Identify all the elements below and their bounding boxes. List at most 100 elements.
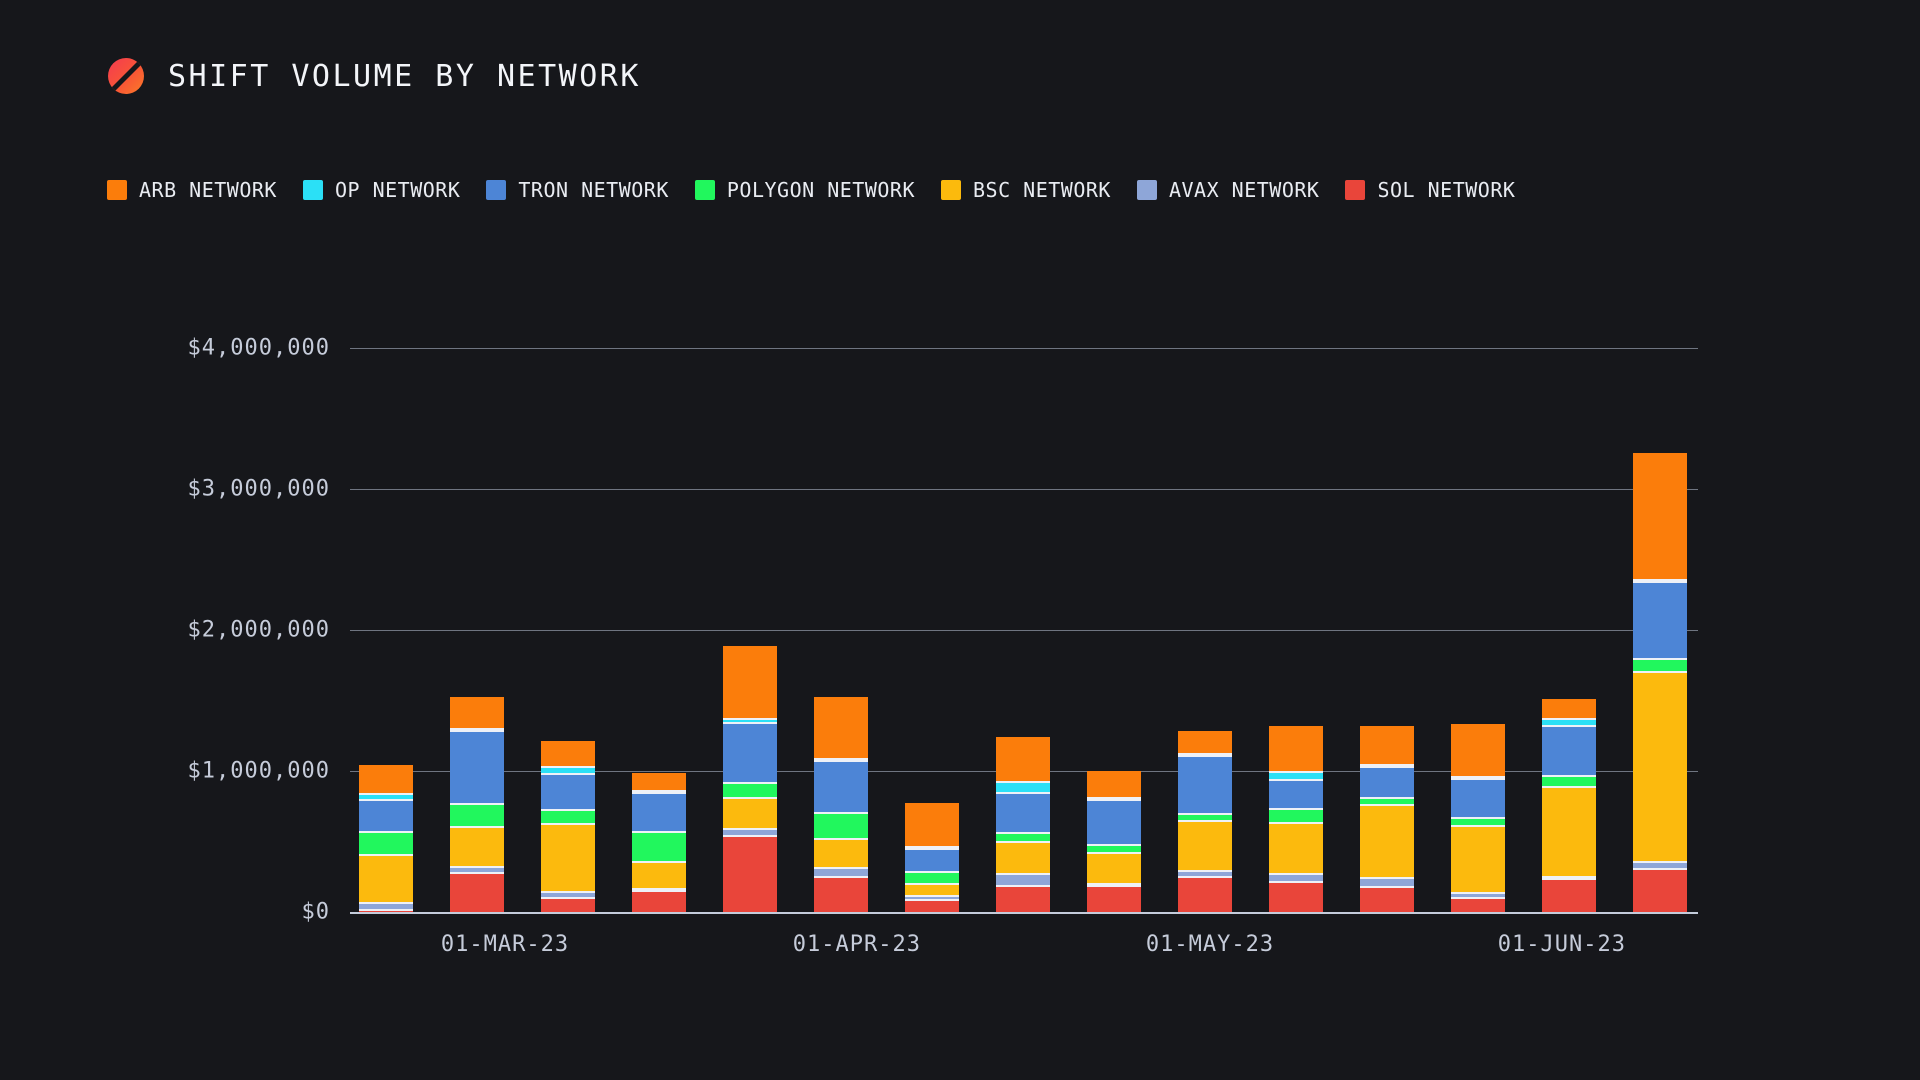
bar-segment-sol-network[interactable] bbox=[1360, 888, 1415, 912]
bar-segment-avax-network[interactable] bbox=[996, 875, 1051, 888]
bar-segment-bsc-network[interactable] bbox=[449, 828, 504, 869]
stacked-bar-4[interactable] bbox=[631, 772, 686, 912]
bar-segment-tron-network[interactable] bbox=[1360, 768, 1415, 800]
legend-item-arb-network[interactable]: ARB NETWORK bbox=[107, 178, 277, 202]
bar-segment-op-network[interactable] bbox=[358, 795, 413, 801]
bar-segment-avax-network[interactable] bbox=[1087, 885, 1142, 888]
bar-segment-op-network[interactable] bbox=[813, 759, 868, 762]
stacked-bar-5[interactable] bbox=[722, 645, 777, 912]
stacked-bar-12[interactable] bbox=[1360, 726, 1415, 912]
bar-segment-arb-network[interactable] bbox=[358, 764, 413, 796]
legend-item-sol-network[interactable]: SOL NETWORK bbox=[1345, 178, 1515, 202]
bar-segment-polygon-network[interactable] bbox=[1269, 809, 1324, 824]
bar-segment-op-network[interactable] bbox=[905, 847, 960, 850]
bar-segment-sol-network[interactable] bbox=[631, 892, 686, 912]
bar-segment-op-network[interactable] bbox=[449, 729, 504, 732]
legend-item-tron-network[interactable]: TRON NETWORK bbox=[486, 178, 669, 202]
bar-segment-sol-network[interactable] bbox=[540, 898, 595, 912]
bar-segment-bsc-network[interactable] bbox=[631, 862, 686, 891]
bar-segment-op-network[interactable] bbox=[1633, 580, 1688, 583]
bar-segment-tron-network[interactable] bbox=[358, 800, 413, 834]
stacked-bar-3[interactable] bbox=[540, 740, 595, 912]
bar-segment-sol-network[interactable] bbox=[1633, 870, 1688, 912]
bar-segment-polygon-network[interactable] bbox=[631, 833, 686, 863]
bar-segment-bsc-network[interactable] bbox=[996, 842, 1051, 876]
bar-segment-arb-network[interactable] bbox=[540, 740, 595, 769]
bar-segment-sol-network[interactable] bbox=[1087, 887, 1142, 912]
bar-segment-op-network[interactable] bbox=[1087, 799, 1142, 802]
bar-segment-sol-network[interactable] bbox=[996, 887, 1051, 912]
bar-segment-bsc-network[interactable] bbox=[813, 840, 868, 870]
bar-segment-bsc-network[interactable] bbox=[1178, 821, 1233, 872]
bar-segment-bsc-network[interactable] bbox=[905, 885, 960, 898]
bar-segment-arb-network[interactable] bbox=[1178, 730, 1233, 755]
bar-segment-sol-network[interactable] bbox=[722, 837, 777, 912]
bar-segment-avax-network[interactable] bbox=[722, 830, 777, 838]
bar-segment-avax-network[interactable] bbox=[631, 890, 686, 893]
bar-segment-arb-network[interactable] bbox=[1451, 723, 1505, 778]
bar-segment-op-network[interactable] bbox=[722, 719, 777, 724]
bar-segment-polygon-network[interactable] bbox=[905, 872, 960, 886]
legend-item-op-network[interactable]: OP NETWORK bbox=[302, 178, 460, 202]
bar-segment-polygon-network[interactable] bbox=[1633, 659, 1688, 674]
bar-segment-tron-network[interactable] bbox=[631, 793, 686, 834]
stacked-bar-7[interactable] bbox=[905, 802, 960, 912]
bar-segment-polygon-network[interactable] bbox=[540, 811, 595, 826]
stacked-bar-8[interactable] bbox=[996, 737, 1051, 912]
bar-segment-avax-network[interactable] bbox=[449, 868, 504, 874]
stacked-bar-2[interactable] bbox=[449, 697, 504, 912]
stacked-bar-14[interactable] bbox=[1541, 699, 1596, 912]
bar-segment-arb-network[interactable] bbox=[1360, 726, 1415, 767]
bar-segment-op-network[interactable] bbox=[631, 791, 686, 794]
bar-segment-polygon-network[interactable] bbox=[358, 833, 413, 856]
stacked-bar-1[interactable] bbox=[358, 764, 413, 912]
bar-segment-avax-network[interactable] bbox=[1541, 878, 1596, 881]
bar-segment-arb-network[interactable] bbox=[905, 802, 960, 848]
bar-segment-polygon-network[interactable] bbox=[722, 783, 777, 800]
bar-segment-polygon-network[interactable] bbox=[996, 834, 1051, 843]
bar-segment-arb-network[interactable] bbox=[996, 737, 1051, 784]
bar-segment-tron-network[interactable] bbox=[1178, 756, 1233, 816]
bar-segment-tron-network[interactable] bbox=[1087, 801, 1142, 846]
bar-segment-tron-network[interactable] bbox=[1269, 780, 1324, 810]
legend-item-polygon-network[interactable]: POLYGON NETWORK bbox=[694, 178, 915, 202]
bar-segment-avax-network[interactable] bbox=[1451, 894, 1505, 899]
stacked-bar-15[interactable] bbox=[1633, 453, 1688, 912]
stacked-bar-9[interactable] bbox=[1087, 770, 1142, 912]
stacked-bar-6[interactable] bbox=[813, 697, 868, 912]
bar-segment-polygon-network[interactable] bbox=[813, 814, 868, 841]
stacked-bar-10[interactable] bbox=[1178, 730, 1233, 912]
bar-segment-arb-network[interactable] bbox=[1541, 699, 1596, 721]
bar-segment-bsc-network[interactable] bbox=[1451, 826, 1505, 895]
bar-segment-bsc-network[interactable] bbox=[722, 799, 777, 831]
bar-segment-bsc-network[interactable] bbox=[1541, 787, 1596, 879]
bar-segment-bsc-network[interactable] bbox=[1087, 853, 1142, 886]
bar-segment-avax-network[interactable] bbox=[358, 903, 413, 911]
bar-segment-polygon-network[interactable] bbox=[1360, 799, 1415, 807]
bar-segment-arb-network[interactable] bbox=[449, 697, 504, 730]
bar-segment-sol-network[interactable] bbox=[905, 901, 960, 912]
bar-segment-avax-network[interactable] bbox=[1178, 871, 1233, 879]
bar-segment-op-network[interactable] bbox=[540, 768, 595, 776]
bar-segment-polygon-network[interactable] bbox=[1178, 815, 1233, 822]
bar-segment-sol-network[interactable] bbox=[1269, 883, 1324, 912]
bar-segment-tron-network[interactable] bbox=[449, 731, 504, 805]
bar-segment-tron-network[interactable] bbox=[996, 794, 1051, 835]
bar-segment-sol-network[interactable] bbox=[813, 878, 868, 912]
bar-segment-arb-network[interactable] bbox=[1087, 770, 1142, 800]
bar-segment-arb-network[interactable] bbox=[1269, 725, 1324, 774]
bar-segment-avax-network[interactable] bbox=[540, 892, 595, 899]
bar-segment-tron-network[interactable] bbox=[1633, 582, 1688, 660]
bar-segment-bsc-network[interactable] bbox=[1633, 673, 1688, 864]
bar-segment-bsc-network[interactable] bbox=[1360, 806, 1415, 879]
bar-segment-sol-network[interactable] bbox=[358, 910, 413, 912]
bar-segment-op-network[interactable] bbox=[1541, 720, 1596, 728]
bar-segment-op-network[interactable] bbox=[1451, 777, 1505, 780]
bar-segment-tron-network[interactable] bbox=[722, 723, 777, 784]
bar-segment-tron-network[interactable] bbox=[1541, 727, 1596, 777]
bar-segment-avax-network[interactable] bbox=[1360, 878, 1415, 889]
bar-segment-polygon-network[interactable] bbox=[449, 804, 504, 829]
bar-segment-tron-network[interactable] bbox=[540, 775, 595, 812]
bar-segment-arb-network[interactable] bbox=[1633, 453, 1688, 581]
bar-segment-polygon-network[interactable] bbox=[1451, 818, 1505, 827]
